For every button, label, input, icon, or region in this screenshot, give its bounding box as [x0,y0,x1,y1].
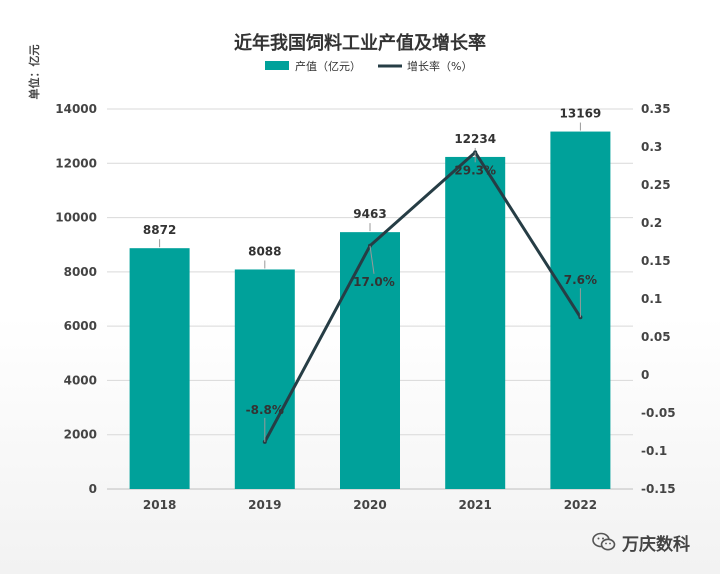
legend-swatch-bar [265,61,289,70]
x-tick-label: 2022 [564,498,597,512]
watermark: 万庆数科 [592,530,690,555]
y-right-tick-label: 0.3 [641,140,662,154]
bar-value-label: 8088 [248,244,281,258]
y-right-tick-label: 0 [641,368,649,382]
y-left-tick-label: 12000 [55,156,97,170]
y-right-tick-label: -0.05 [641,406,676,420]
y-right-tick-label: 0.1 [641,292,662,306]
rate-label-leader [369,245,375,274]
watermark-text: 万庆数科 [622,534,690,555]
rate-value-label: -8.8% [246,403,284,417]
rate-value-label: 29.3% [454,163,496,177]
bar-value-label: 13169 [560,107,602,121]
y-right-tick-label: -0.15 [641,482,676,496]
x-tick-label: 2019 [248,498,281,512]
bar-value-label: 8872 [143,223,176,237]
bar [234,269,295,489]
wechat-icon [592,532,616,551]
rate-value-label: 17.0% [353,275,395,289]
y-left-tick-label: 4000 [64,373,97,387]
x-tick-label: 2020 [353,498,386,512]
bar [129,248,190,489]
chart-title: 近年我国饲料工业产值及增长率 [234,32,486,54]
y-left-tick-label: 8000 [64,265,97,279]
y-left-tick-label: 6000 [64,319,97,333]
y-right-tick-label: 0.05 [641,330,671,344]
y-right-tick-label: 0.2 [641,216,662,230]
bar-value-label: 12234 [454,132,496,146]
y-right-tick-label: 0.15 [641,254,671,268]
y-right-tick-label: 0.25 [641,178,671,192]
growth-line [263,150,582,443]
x-tick-label: 2018 [143,498,176,512]
y-left-tick-label: 14000 [55,102,97,116]
bar [340,232,400,489]
bar-value-label: 9463 [353,207,386,221]
y-left-tick-label: 0 [89,482,97,496]
y-left-tick-label: 10000 [55,211,97,225]
unit-label: 单位：亿元 [27,45,41,100]
rate-value-label: 7.6% [564,273,597,287]
x-tick-label: 2021 [458,498,491,512]
y-right-tick-label: -0.1 [641,444,667,458]
legend-label-bar: 产值（亿元） [295,59,361,73]
bar [445,156,506,490]
y-right-tick-label: 0.35 [641,102,671,116]
legend-label-line: 增长率（%） [407,59,472,73]
y-left-tick-label: 2000 [64,428,97,442]
